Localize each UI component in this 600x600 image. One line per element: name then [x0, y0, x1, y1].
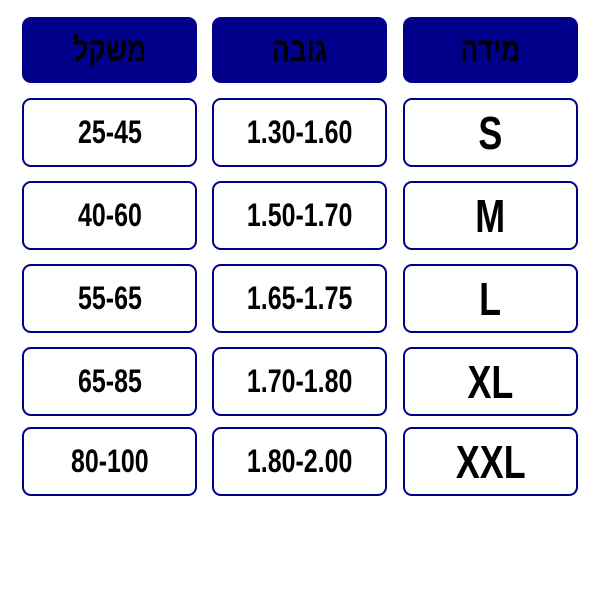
cell-height-text: 1.80-2.00	[246, 443, 353, 479]
cell-weight: 55-65	[22, 264, 197, 333]
header-height-text: גובה	[271, 30, 328, 69]
header-height: גובה	[212, 17, 387, 83]
cell-weight: 65-85	[22, 347, 197, 416]
cell-height: 1.30-1.60	[212, 98, 387, 167]
cell-height-text: 1.30-1.60	[246, 114, 353, 150]
header-size: מידה	[403, 17, 578, 83]
cell-size: XXL	[403, 427, 578, 496]
cell-weight: 25-45	[22, 98, 197, 167]
cell-weight-text: 25-45	[77, 114, 142, 150]
cell-height-text: 1.50-1.70	[246, 197, 353, 233]
cell-weight-text: 80-100	[70, 443, 149, 479]
header-weight: משקל	[22, 17, 197, 83]
cell-size-text: XXL	[455, 435, 526, 488]
cell-height: 1.50-1.70	[212, 181, 387, 250]
cell-weight-text: 40-60	[77, 197, 142, 233]
cell-size: S	[403, 98, 578, 167]
cell-weight: 80-100	[22, 427, 197, 496]
header-weight-text: משקל	[73, 30, 146, 69]
cell-height: 1.65-1.75	[212, 264, 387, 333]
cell-size-text: S	[478, 106, 503, 159]
cell-size: L	[403, 264, 578, 333]
cell-size: M	[403, 181, 578, 250]
cell-weight: 40-60	[22, 181, 197, 250]
cell-size-text: M	[475, 189, 506, 242]
cell-height-text: 1.70-1.80	[246, 363, 353, 399]
cell-size-text: L	[479, 272, 502, 325]
cell-weight-text: 55-65	[77, 280, 142, 316]
cell-height-text: 1.65-1.75	[246, 280, 353, 316]
header-size-text: מידה	[460, 30, 521, 69]
cell-size-text: XL	[467, 355, 514, 408]
cell-height: 1.70-1.80	[212, 347, 387, 416]
cell-size: XL	[403, 347, 578, 416]
cell-weight-text: 65-85	[77, 363, 142, 399]
cell-height: 1.80-2.00	[212, 427, 387, 496]
